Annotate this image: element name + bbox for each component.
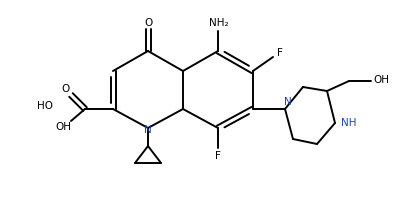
Text: O: O: [144, 18, 152, 28]
Text: F: F: [277, 48, 283, 58]
Text: OH: OH: [373, 75, 389, 85]
Text: NH₂: NH₂: [209, 18, 229, 28]
Text: N: N: [284, 97, 292, 107]
Text: F: F: [215, 151, 221, 161]
Text: HO: HO: [37, 101, 53, 111]
Text: NH: NH: [341, 118, 357, 128]
Text: O: O: [61, 84, 69, 94]
Text: OH: OH: [55, 122, 71, 132]
Text: N: N: [144, 125, 152, 135]
